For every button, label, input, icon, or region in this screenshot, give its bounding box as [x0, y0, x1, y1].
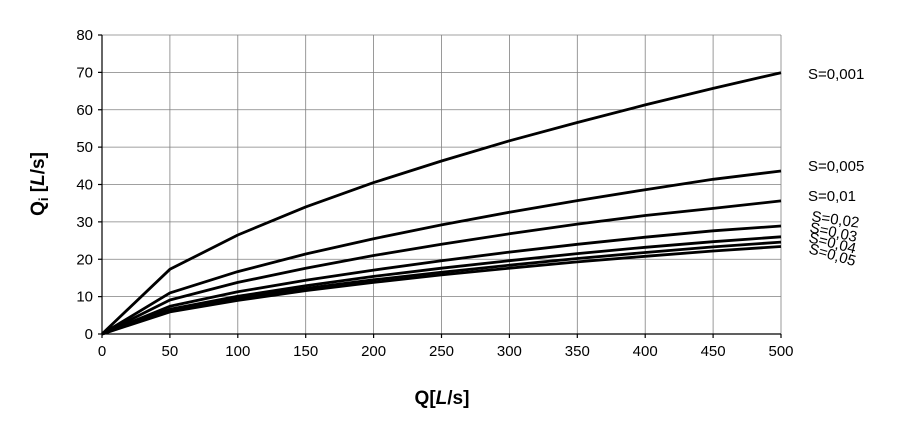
y-tick-label: 60: [76, 102, 93, 119]
series-line-4: [101, 224, 782, 336]
x-tick-label: 400: [633, 343, 658, 360]
y-axis-title: Qi [L/s]: [28, 152, 51, 216]
x-tick-label: 450: [701, 343, 726, 360]
x-tick-label: 200: [361, 343, 386, 360]
x-tick-label: 0: [98, 343, 106, 360]
y-tick-label: 30: [76, 214, 93, 231]
y-tick-label: 0: [85, 326, 93, 343]
x-axis-title: Q[L/s]: [415, 388, 470, 409]
y-tick-label: 50: [76, 139, 93, 156]
series-label-1: S=0,001: [808, 66, 864, 83]
series-line-5: [101, 235, 782, 336]
y-tick-label: 70: [76, 64, 93, 81]
series-label-4: S=0,02: [810, 208, 860, 232]
series-label-3: S=0,01: [808, 188, 856, 205]
y-tick-label: 10: [76, 289, 93, 306]
y-tick-label: 80: [76, 27, 93, 44]
y-axis-ticks: 0 10 20 30 40 50 60 70 80: [76, 27, 102, 343]
series-line-2: [101, 169, 782, 336]
y-tick-label: 20: [76, 251, 93, 268]
x-tick-label: 100: [225, 343, 250, 360]
x-tick-label: 250: [429, 343, 454, 360]
series-lines: [101, 71, 782, 336]
series-label-2: S=0,005: [808, 158, 864, 175]
series-line-6: [101, 240, 782, 336]
x-tick-label: 500: [768, 343, 793, 360]
x-axis-ticks: 0 50 100 150 200 250 300 350 400 450 500: [98, 334, 794, 360]
x-tick-label: 50: [162, 343, 179, 360]
x-tick-label: 300: [497, 343, 522, 360]
series-labels: S=0,001S=0,005S=0,01S=0,02S=0,03S=0,04S=…: [807, 66, 864, 270]
series-line-7: [101, 245, 782, 336]
y-tick-label: 40: [76, 177, 93, 194]
series-line-1: [101, 71, 782, 336]
x-tick-label: 150: [293, 343, 318, 360]
x-tick-label: 350: [565, 343, 590, 360]
series-line-3: [101, 199, 782, 336]
